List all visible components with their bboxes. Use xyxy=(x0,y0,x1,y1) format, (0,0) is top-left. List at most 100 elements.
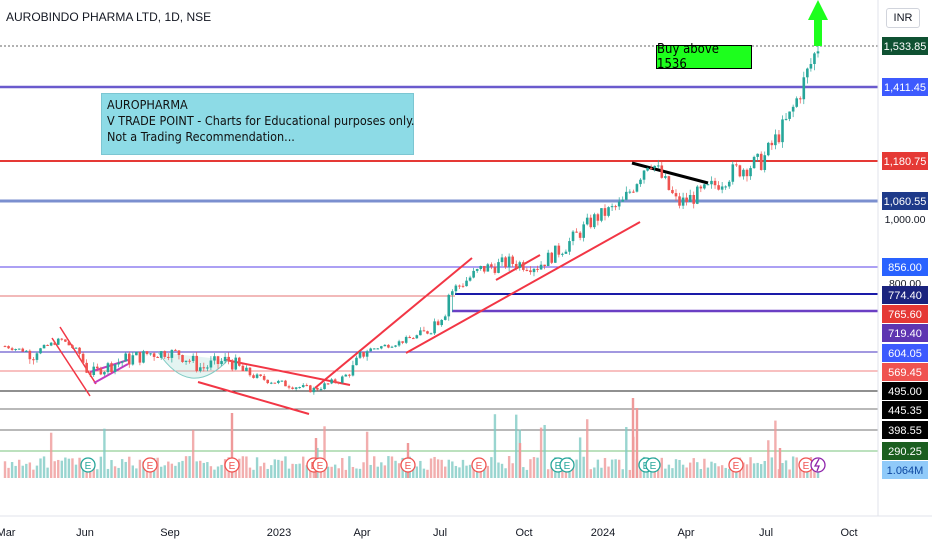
price-tag-bg xyxy=(882,421,928,439)
volume-bar xyxy=(444,466,447,478)
volume-bar xyxy=(710,461,713,478)
volume-bar xyxy=(241,456,245,478)
candle-body xyxy=(355,357,358,366)
candle-body xyxy=(564,251,568,254)
volume-bar xyxy=(621,469,624,478)
candle-body xyxy=(639,179,642,185)
volume-bar xyxy=(685,467,688,478)
candle-body xyxy=(42,344,46,349)
candle-body xyxy=(550,252,554,263)
candle-body xyxy=(387,344,390,348)
candle-body xyxy=(646,167,649,171)
volume-bar xyxy=(419,460,422,478)
candle-body xyxy=(365,351,369,357)
candle-body xyxy=(699,186,703,189)
volume-bar xyxy=(422,468,426,478)
volume-bar xyxy=(21,465,24,478)
volume-bar xyxy=(163,465,166,478)
candle-body xyxy=(436,321,440,326)
candle-body xyxy=(411,338,415,340)
candle-body xyxy=(653,165,656,169)
candle-body xyxy=(802,77,806,100)
volume-bar xyxy=(511,463,514,478)
volume-bar xyxy=(447,459,450,478)
candle-body xyxy=(465,280,468,287)
candle-body xyxy=(589,217,593,228)
volume-bar xyxy=(145,468,149,478)
volume-bar xyxy=(586,419,589,478)
candle-body xyxy=(525,269,529,271)
volume-bar xyxy=(39,458,42,478)
price-tag: 445.35 xyxy=(882,401,928,419)
volume-bar xyxy=(369,464,372,478)
candle-body xyxy=(397,341,401,346)
volume-bar xyxy=(248,467,252,478)
earnings-marker: E xyxy=(400,457,416,473)
earnings-markers[interactable]: EEEEEEEEEEEEE xyxy=(80,457,826,473)
volume-bar xyxy=(770,457,774,478)
volume-bar xyxy=(298,463,301,478)
candle-body xyxy=(813,53,816,65)
volume-bar xyxy=(404,466,408,478)
volume-bar xyxy=(578,437,582,478)
candle-body xyxy=(46,344,49,346)
volume-bar xyxy=(703,458,706,478)
candle-body xyxy=(695,186,699,204)
price-tag: 765.60 xyxy=(882,305,928,323)
candle-body xyxy=(287,386,291,388)
candle-body xyxy=(163,351,167,357)
volume-bar xyxy=(717,466,720,478)
candle-body xyxy=(717,185,720,190)
volume-bar xyxy=(383,465,387,478)
candle-body xyxy=(507,256,511,268)
volume-bar xyxy=(486,465,490,478)
volume-bar xyxy=(277,459,280,478)
volume-bar xyxy=(131,465,135,478)
price-scale[interactable]: 1,000.00800.001,533.851,411.451,180.751,… xyxy=(882,37,928,479)
volume-bar xyxy=(341,457,344,478)
candle-body xyxy=(209,360,213,368)
volume-bar xyxy=(759,464,763,478)
candle-body xyxy=(497,262,500,273)
volume-bar xyxy=(42,456,46,478)
volume-bar xyxy=(110,460,113,478)
volume-bar xyxy=(451,461,454,478)
volume-bar xyxy=(128,456,131,478)
note-line-2: V TRADE POINT - Charts for Educational p… xyxy=(107,113,415,128)
candle-body xyxy=(259,374,262,376)
volume-bar xyxy=(415,466,419,478)
candle-body xyxy=(32,359,35,361)
candle-body xyxy=(223,356,227,362)
candle-body xyxy=(617,201,621,207)
volume-spike xyxy=(631,398,635,478)
volume-bar xyxy=(177,462,181,478)
earnings-circle xyxy=(400,457,416,473)
candle-body xyxy=(692,194,696,204)
candle-body xyxy=(415,335,419,339)
price-tag-bg xyxy=(882,382,928,400)
volume-bar xyxy=(358,468,362,478)
candle-body xyxy=(138,351,142,363)
volume-bar xyxy=(543,424,546,478)
candle-body xyxy=(96,366,99,369)
earnings-letter: E xyxy=(405,461,412,472)
candle-body xyxy=(234,357,238,370)
volume-bar xyxy=(522,467,525,478)
currency-button[interactable]: INR xyxy=(886,8,920,28)
volume-bar xyxy=(337,468,340,478)
candle-body xyxy=(255,374,259,378)
candle-body xyxy=(660,165,664,178)
candle-body xyxy=(273,382,277,384)
price-level-lines xyxy=(0,45,878,452)
volume-bar xyxy=(238,458,241,478)
candle-body xyxy=(784,118,788,120)
price-tag-bg xyxy=(882,442,928,460)
candle-body xyxy=(131,355,135,365)
earnings-letter: E xyxy=(803,461,810,472)
volume-bar xyxy=(493,414,497,478)
volume-bar xyxy=(724,467,727,478)
candle-body xyxy=(681,197,685,206)
candle-body xyxy=(49,342,53,346)
candle-body xyxy=(277,380,280,383)
